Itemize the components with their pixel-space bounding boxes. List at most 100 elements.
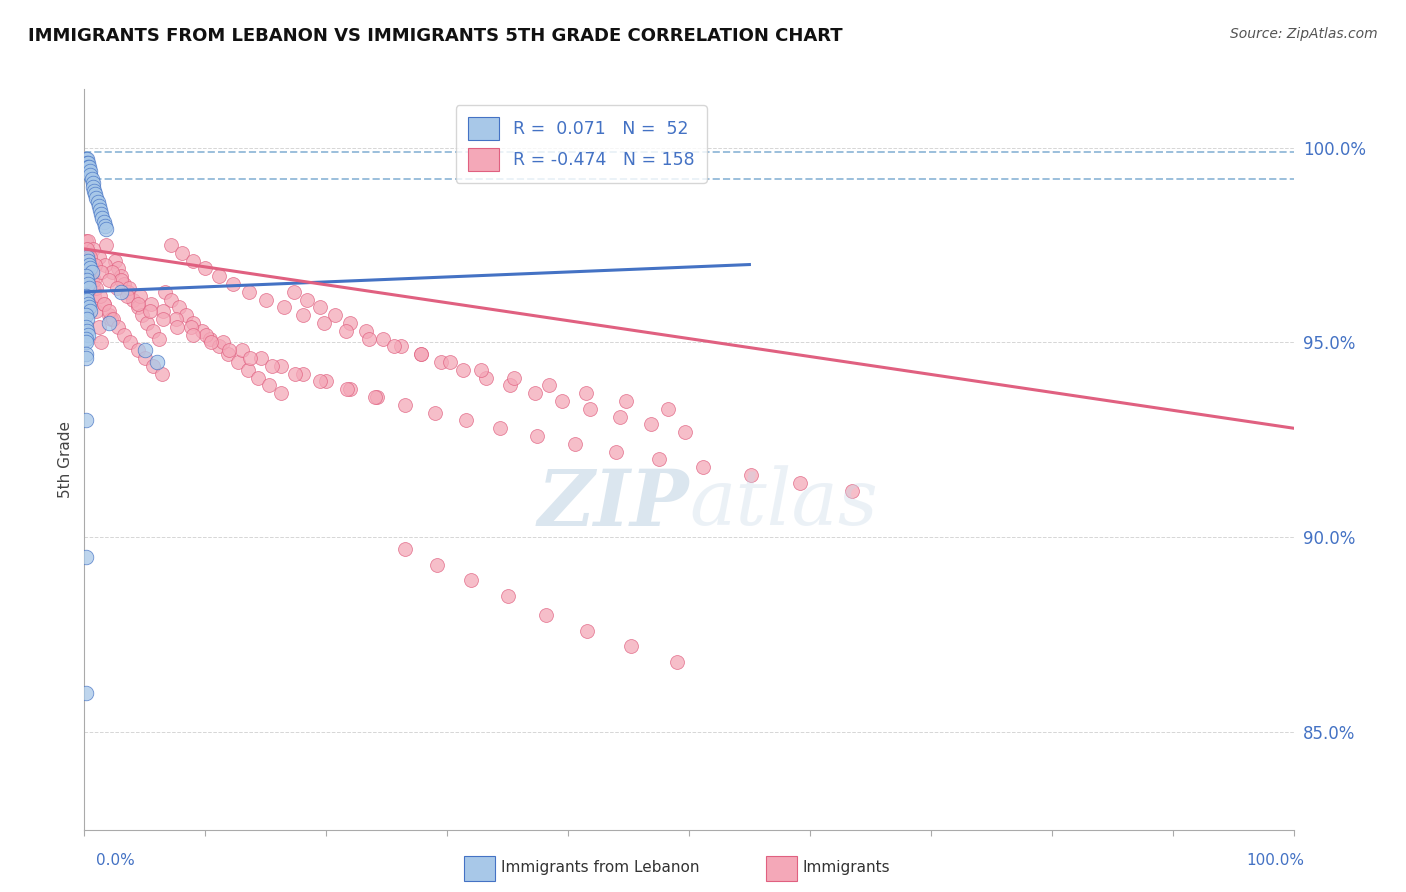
- Point: [371, 332, 394, 346]
- Point: [83, 289, 105, 303]
- Point: [273, 301, 295, 315]
- Point: [218, 343, 240, 358]
- Point: [578, 401, 600, 416]
- Point: [127, 296, 149, 310]
- Point: [91, 211, 114, 225]
- Point: [180, 319, 202, 334]
- Point: [657, 401, 679, 416]
- Point: [692, 460, 714, 475]
- Point: [82, 179, 104, 194]
- Point: [89, 202, 111, 217]
- Point: [456, 413, 478, 427]
- Point: [82, 176, 104, 190]
- Point: [77, 327, 100, 342]
- Point: [217, 347, 239, 361]
- Text: IMMIGRANTS FROM LEBANON VS IMMIGRANTS 5TH GRADE CORRELATION CHART: IMMIGRANTS FROM LEBANON VS IMMIGRANTS 5T…: [28, 27, 842, 45]
- Point: [165, 312, 187, 326]
- Point: [167, 301, 190, 315]
- Point: [430, 355, 453, 369]
- Point: [166, 319, 188, 334]
- Point: [155, 285, 177, 299]
- Point: [77, 258, 100, 272]
- Point: [107, 319, 129, 334]
- Point: [79, 164, 101, 178]
- Point: [101, 265, 124, 279]
- Point: [82, 281, 104, 295]
- Point: [93, 215, 115, 229]
- Point: [93, 296, 115, 310]
- Legend: R =  0.071   N =  52, R = -0.474   N = 158: R = 0.071 N = 52, R = -0.474 N = 158: [456, 105, 707, 183]
- Point: [673, 425, 696, 439]
- Point: [409, 347, 432, 361]
- Point: [84, 187, 107, 202]
- Point: [79, 250, 101, 264]
- Point: [239, 351, 262, 365]
- Point: [146, 355, 169, 369]
- Point: [120, 335, 142, 350]
- Point: [336, 382, 359, 396]
- Point: [76, 156, 98, 170]
- Point: [79, 261, 101, 276]
- Point: [77, 160, 100, 174]
- Point: [222, 277, 245, 291]
- Point: [115, 289, 138, 303]
- Point: [112, 277, 135, 291]
- Point: [103, 312, 125, 326]
- Point: [93, 296, 115, 310]
- Point: [160, 238, 183, 252]
- Point: [121, 293, 143, 307]
- Point: [389, 339, 412, 353]
- Point: [77, 253, 100, 268]
- Point: [250, 351, 273, 365]
- Point: [423, 406, 446, 420]
- Point: [87, 250, 110, 264]
- Y-axis label: 5th Grade: 5th Grade: [58, 421, 73, 498]
- Point: [648, 452, 671, 467]
- Point: [339, 316, 361, 330]
- Point: [270, 386, 292, 401]
- Point: [841, 483, 863, 498]
- Point: [198, 332, 221, 346]
- Point: [283, 285, 305, 299]
- Point: [409, 347, 432, 361]
- Point: [127, 301, 149, 315]
- Point: [439, 355, 461, 369]
- Point: [75, 234, 97, 248]
- Point: [382, 339, 405, 353]
- Point: [76, 324, 98, 338]
- Point: [575, 386, 598, 401]
- Point: [394, 541, 416, 556]
- Point: [207, 269, 229, 284]
- Point: [79, 265, 101, 279]
- Point: [576, 624, 599, 638]
- Point: [496, 589, 519, 603]
- Point: [451, 363, 474, 377]
- Point: [207, 339, 229, 353]
- Point: [76, 293, 98, 307]
- Point: [87, 199, 110, 213]
- Point: [83, 184, 105, 198]
- Point: [526, 429, 548, 443]
- Point: [110, 273, 132, 287]
- Point: [77, 277, 100, 291]
- Point: [460, 573, 482, 587]
- Point: [740, 467, 762, 482]
- Point: [90, 335, 112, 350]
- Point: [295, 293, 318, 307]
- Point: [86, 281, 108, 295]
- Point: [84, 258, 107, 272]
- Point: [77, 258, 100, 272]
- Point: [335, 324, 357, 338]
- Point: [284, 367, 307, 381]
- Point: [148, 332, 170, 346]
- Text: Immigrants from Lebanon: Immigrants from Lebanon: [501, 861, 699, 875]
- Point: [502, 370, 524, 384]
- Point: [259, 378, 281, 392]
- Text: Source: ZipAtlas.com: Source: ZipAtlas.com: [1230, 27, 1378, 41]
- Point: [112, 327, 135, 342]
- Point: [79, 168, 101, 182]
- Point: [82, 242, 104, 256]
- Point: [90, 207, 112, 221]
- Point: [357, 332, 380, 346]
- Point: [499, 378, 522, 392]
